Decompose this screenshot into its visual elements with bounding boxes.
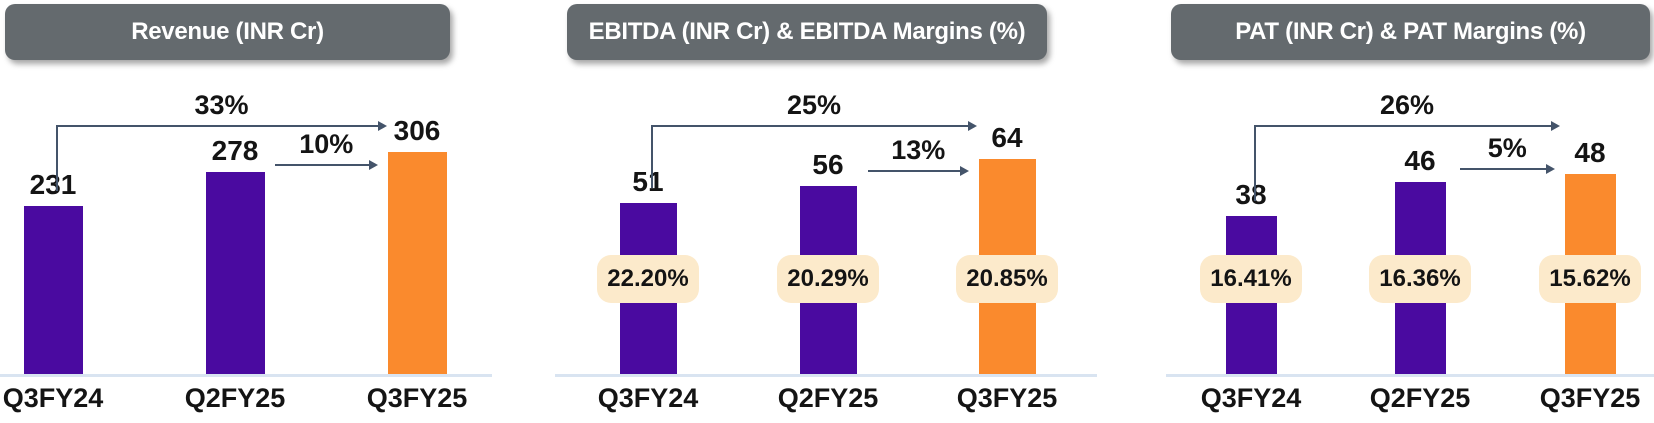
growth-arrow-vertical-ebitda: [651, 125, 653, 188]
value-label-pat-Q2FY25: 46: [1404, 145, 1436, 176]
growth-arrow-vertical-revenue: [56, 125, 58, 191]
growth-arrow-line-pat: [1254, 125, 1551, 127]
value-label-pat-Q3FY25: 48: [1574, 137, 1606, 168]
bar-revenue-Q3FY25: [387, 152, 447, 374]
x-axis-line-pat: [1166, 374, 1654, 377]
category-label-pat-Q2FY25: Q2FY25: [1369, 383, 1471, 413]
x-axis-line-revenue: [0, 374, 492, 377]
x-axis-line-ebitda: [555, 374, 1097, 377]
value-label-revenue-Q2FY25: 278: [211, 135, 259, 166]
growth-label-pat-yoy: 26%: [1379, 90, 1435, 120]
growth-label-pat-qoq: 5%: [1487, 133, 1527, 163]
growth-label-ebitda-qoq: 13%: [891, 135, 946, 165]
growth-arrow-line-revenue: [56, 125, 378, 127]
growth-label-revenue-yoy: 33%: [194, 90, 249, 120]
margin-badge-pat-Q3FY25: 15.62%: [1539, 255, 1641, 303]
value-label-ebitda-Q2FY25: 56: [812, 149, 844, 180]
value-label-revenue-Q3FY24: 231: [29, 169, 77, 200]
category-label-revenue-Q3FY25: Q3FY25: [366, 383, 468, 413]
category-label-ebitda-Q2FY25: Q2FY25: [777, 383, 879, 413]
category-label-ebitda-Q3FY24: Q3FY24: [597, 383, 699, 413]
category-label-revenue-Q3FY24: Q3FY24: [2, 383, 104, 413]
value-label-ebitda-Q3FY25: 64: [991, 122, 1023, 153]
value-label-pat-Q3FY24: 38: [1235, 179, 1267, 210]
bar-revenue-Q2FY25: [205, 172, 265, 374]
margin-badge-pat-Q3FY24: 16.41%: [1200, 255, 1302, 303]
chart-title-ebitda: EBITDA (INR Cr) & EBITDA Margins (%): [588, 18, 1026, 45]
chart-title-pat: PAT (INR Cr) & PAT Margins (%): [1235, 18, 1586, 45]
growth-arrowhead2-revenue: [368, 160, 378, 170]
margin-badge-ebitda-Q3FY25: 20.85%: [956, 255, 1058, 303]
chart-header-revenue: Revenue (INR Cr): [5, 4, 450, 60]
growth-arrowhead2-ebitda: [959, 166, 969, 176]
chart-title-revenue: Revenue (INR Cr): [131, 18, 324, 45]
value-label-ebitda-Q3FY24: 51: [632, 166, 664, 197]
growth-arrow-vertical-pat: [1254, 125, 1256, 201]
chart-header-ebitda: EBITDA (INR Cr) & EBITDA Margins (%): [567, 4, 1047, 60]
growth-arrowhead-pat: [1551, 121, 1560, 131]
margin-badge-ebitda-Q2FY25: 20.29%: [777, 255, 879, 303]
category-label-revenue-Q2FY25: Q2FY25: [184, 383, 286, 413]
growth-label-revenue-qoq: 10%: [299, 129, 354, 159]
growth-label-ebitda-yoy: 25%: [786, 90, 842, 120]
growth-arrowhead-ebitda: [968, 121, 977, 131]
growth-arrow-line-ebitda: [651, 125, 968, 127]
chart-header-pat: PAT (INR Cr) & PAT Margins (%): [1171, 4, 1650, 60]
growth-arrow2-line-ebitda: [868, 170, 960, 172]
margin-badge-ebitda-Q3FY24: 22.20%: [597, 255, 699, 303]
margin-badge-pat-Q2FY25: 16.36%: [1369, 255, 1471, 303]
category-label-pat-Q3FY25: Q3FY25: [1539, 383, 1641, 413]
bar-revenue-Q3FY24: [23, 206, 83, 374]
growth-arrowhead2-pat: [1545, 164, 1555, 174]
growth-arrow2-line-revenue: [275, 164, 369, 166]
value-label-revenue-Q3FY25: 306: [393, 115, 441, 146]
growth-arrowhead-revenue: [378, 121, 387, 131]
growth-arrow2-line-pat: [1460, 168, 1546, 170]
category-label-ebitda-Q3FY25: Q3FY25: [956, 383, 1058, 413]
category-label-pat-Q3FY24: Q3FY24: [1200, 383, 1302, 413]
